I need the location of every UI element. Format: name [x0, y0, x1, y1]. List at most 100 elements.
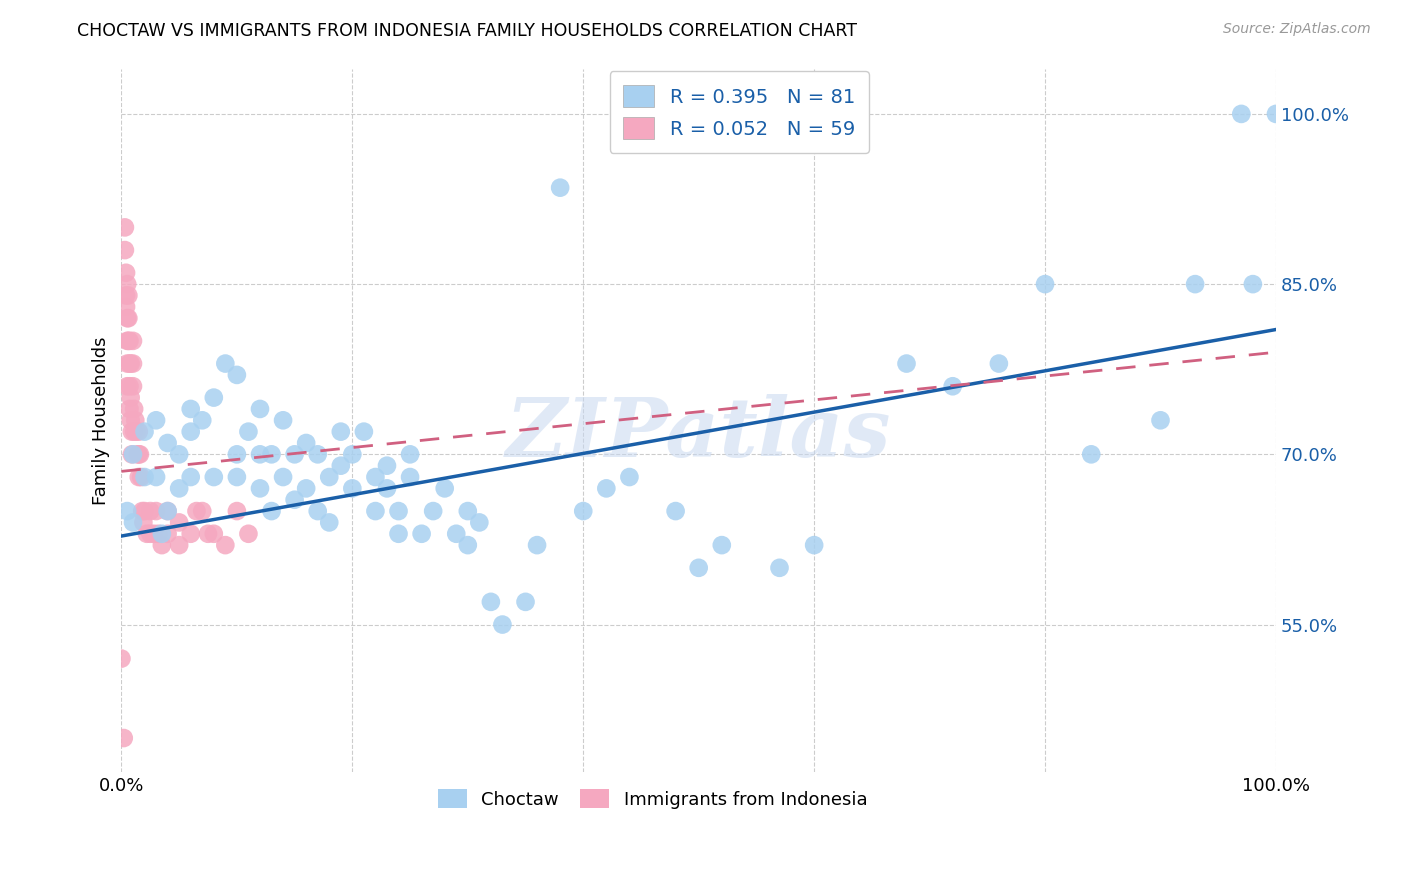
Point — [364, 470, 387, 484]
Point — [191, 504, 214, 518]
Point — [342, 447, 364, 461]
Point — [387, 526, 409, 541]
Point — [167, 482, 190, 496]
Point — [114, 243, 136, 257]
Point — [186, 504, 208, 518]
Point — [295, 436, 318, 450]
Point — [896, 357, 918, 371]
Point — [122, 516, 145, 530]
Point — [115, 277, 138, 292]
Point — [115, 357, 138, 371]
Point — [387, 504, 409, 518]
Point — [457, 538, 479, 552]
Point — [115, 266, 138, 280]
Point — [129, 447, 152, 461]
Point — [238, 526, 260, 541]
Point — [225, 447, 247, 461]
Point — [202, 391, 225, 405]
Point — [117, 311, 139, 326]
Point — [342, 482, 364, 496]
Point — [1184, 277, 1206, 292]
Point — [135, 526, 157, 541]
Point — [987, 357, 1010, 371]
Point — [120, 413, 142, 427]
Point — [446, 526, 468, 541]
Point — [122, 401, 145, 416]
Point — [307, 447, 329, 461]
Point — [318, 470, 340, 484]
Point — [139, 504, 162, 518]
Point — [225, 470, 247, 484]
Point — [619, 470, 641, 484]
Point — [191, 413, 214, 427]
Point — [284, 447, 307, 461]
Point — [548, 180, 571, 194]
Point — [122, 447, 145, 461]
Point — [329, 458, 352, 473]
Point — [318, 516, 340, 530]
Text: CHOCTAW VS IMMIGRANTS FROM INDONESIA FAMILY HOUSEHOLDS CORRELATION CHART: CHOCTAW VS IMMIGRANTS FROM INDONESIA FAM… — [77, 22, 858, 40]
Point — [329, 425, 352, 439]
Point — [433, 482, 456, 496]
Point — [117, 288, 139, 302]
Point — [118, 334, 141, 348]
Point — [202, 470, 225, 484]
Point — [479, 595, 502, 609]
Point — [167, 538, 190, 552]
Point — [128, 470, 150, 484]
Point — [180, 401, 202, 416]
Legend: Choctaw, Immigrants from Indonesia: Choctaw, Immigrants from Indonesia — [430, 781, 875, 816]
Point — [353, 425, 375, 439]
Point — [118, 379, 141, 393]
Point — [526, 538, 548, 552]
Point — [295, 482, 318, 496]
Point — [249, 482, 271, 496]
Point — [142, 526, 165, 541]
Point — [121, 425, 143, 439]
Point — [260, 504, 283, 518]
Text: ZIPatlas: ZIPatlas — [506, 394, 891, 475]
Point — [120, 391, 142, 405]
Point — [214, 357, 236, 371]
Point — [180, 470, 202, 484]
Point — [271, 470, 294, 484]
Point — [118, 357, 141, 371]
Point — [515, 595, 537, 609]
Text: Source: ZipAtlas.com: Source: ZipAtlas.com — [1223, 22, 1371, 37]
Point — [1149, 413, 1171, 427]
Point — [307, 504, 329, 518]
Point — [134, 504, 156, 518]
Point — [214, 538, 236, 552]
Point — [375, 482, 398, 496]
Point — [129, 470, 152, 484]
Point — [145, 470, 167, 484]
Point — [468, 516, 491, 530]
Point — [238, 425, 260, 439]
Point — [710, 538, 733, 552]
Point — [457, 504, 479, 518]
Point — [399, 447, 422, 461]
Point — [148, 526, 170, 541]
Point — [139, 526, 162, 541]
Point — [128, 425, 150, 439]
Point — [134, 425, 156, 439]
Point — [132, 516, 155, 530]
Point — [145, 413, 167, 427]
Point — [128, 447, 150, 461]
Point — [399, 470, 422, 484]
Point — [665, 504, 688, 518]
Point — [121, 447, 143, 461]
Point — [115, 311, 138, 326]
Point — [284, 492, 307, 507]
Point — [1241, 277, 1264, 292]
Point — [112, 731, 135, 745]
Point — [180, 425, 202, 439]
Point — [202, 526, 225, 541]
Point — [122, 334, 145, 348]
Point — [145, 504, 167, 518]
Point — [125, 425, 148, 439]
Point — [156, 504, 179, 518]
Point — [180, 526, 202, 541]
Point — [375, 458, 398, 473]
Point — [167, 447, 190, 461]
